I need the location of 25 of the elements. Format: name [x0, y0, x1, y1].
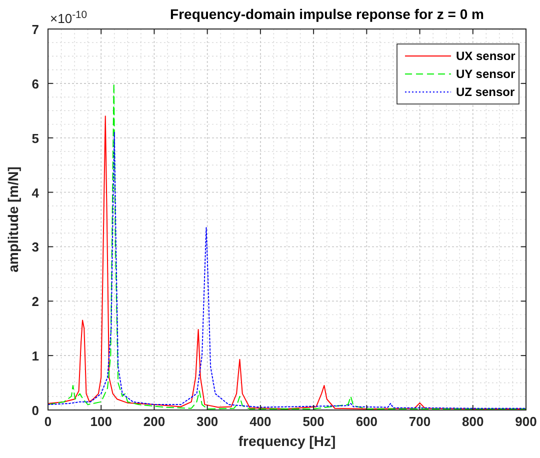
chart-title: Frequency-domain impulse reponse for z = 0 m — [170, 6, 484, 22]
y-tick-label: 7 — [32, 22, 39, 37]
text: ×10$^{-10}$ — [50, 10, 88, 26]
x-tick-label: 0 — [44, 414, 52, 429]
x-tick-label: 700 — [408, 414, 431, 429]
y-tick-label: 1 — [32, 348, 39, 364]
x-tick-label: 500 — [302, 414, 324, 429]
x-tick-label: 400 — [250, 414, 272, 429]
y-axis-title: amplitude [m/N] — [5, 166, 21, 272]
y-tick-label: 6 — [32, 76, 39, 92]
x-axis-title: frequency [Hz] — [238, 433, 336, 449]
legend-label: UY sensor — [456, 67, 516, 81]
y-tick-label: 0 — [32, 403, 39, 418]
y-tick-label: 4 — [32, 185, 40, 200]
y-tick-label: 3 — [32, 240, 39, 255]
x-tick-label: 200 — [143, 414, 166, 429]
x-tick-label: 100 — [90, 414, 112, 429]
y-tick-label: 2 — [32, 294, 39, 310]
x-tick-label: 900 — [515, 414, 537, 429]
x-tick-label: 800 — [462, 414, 484, 429]
x-tick-label: 300 — [196, 414, 218, 429]
legend-label: UX sensor — [456, 49, 516, 63]
y-tick-label: 5 — [32, 130, 39, 146]
legend-label: UZ sensor — [456, 85, 516, 99]
x-tick-label: 600 — [356, 414, 378, 429]
